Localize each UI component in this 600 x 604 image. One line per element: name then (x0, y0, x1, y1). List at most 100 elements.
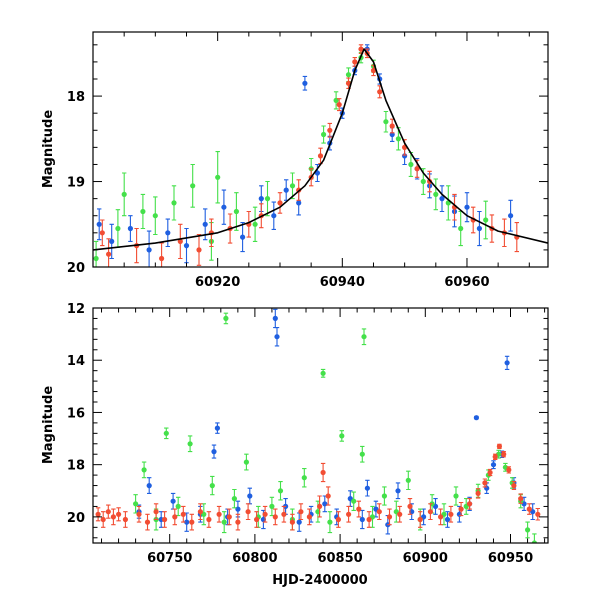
top-green-point (252, 221, 258, 227)
top-green-point (93, 255, 99, 262)
top-red-point (377, 89, 383, 95)
bottom-red-point (189, 519, 195, 525)
top-green-point (395, 136, 401, 142)
bottom-green-point (277, 488, 284, 494)
bottom-blue-point (211, 449, 217, 455)
top-y-tick-label: 20 (67, 261, 85, 276)
top-green-point (233, 208, 239, 215)
top-green-point (140, 208, 146, 215)
bottom-red-point (116, 511, 122, 517)
bottom-red-point (496, 443, 502, 449)
bottom-red-point (366, 516, 372, 523)
bottom-blue-point (247, 493, 253, 499)
top-red-point (99, 230, 105, 236)
top-series-blue (96, 44, 514, 267)
top-panel-frame (92, 31, 549, 268)
bottom-red-point (475, 490, 481, 496)
bottom-red-point (417, 516, 423, 523)
bottom-blue-point (214, 425, 220, 431)
bottom-blue-point (444, 516, 451, 523)
bottom-red-point (172, 514, 178, 520)
top-blue-point (464, 204, 470, 210)
bottom-panel-xlabel: HJD-2400000 (272, 573, 367, 588)
bottom-blue-point (504, 360, 510, 366)
bottom-red-point (535, 511, 541, 517)
bottom-red-point (376, 509, 382, 515)
bottom-green-point (359, 451, 365, 457)
top-panel-data (93, 44, 548, 267)
top-x-tick-label: 60960 (444, 275, 489, 290)
bottom-blue-point (146, 483, 152, 489)
bottom-red-point (501, 451, 507, 457)
bottom-red-point (95, 511, 101, 517)
bottom-red-point (346, 511, 352, 517)
top-green-point (152, 213, 158, 219)
bottom-red-point (216, 511, 222, 517)
bottom-red-point (100, 516, 106, 523)
top-red-point (345, 80, 352, 86)
bottom-green-point (221, 519, 227, 525)
top-red-point (106, 251, 112, 257)
bottom-red-point (492, 454, 498, 460)
bottom-green-point (381, 493, 387, 499)
top-panel-ylabel: Magnitude (41, 110, 56, 189)
top-green-point (483, 217, 489, 223)
top-green-point (408, 161, 414, 168)
bottom-y-tick-label: 20 (67, 511, 85, 526)
top-y-tick-label: 19 (67, 176, 85, 191)
bottom-red-point (289, 519, 295, 525)
top-red-point (370, 67, 377, 74)
top-red-point (177, 238, 183, 244)
bottom-red-point (335, 516, 341, 523)
top-red-point (196, 247, 202, 253)
bottom-green-point (525, 527, 531, 533)
bottom-red-point (458, 506, 464, 512)
top-blue-point (271, 213, 277, 219)
top-blue-point (258, 196, 264, 202)
top-series-red (99, 44, 520, 267)
top-green-point (190, 183, 196, 189)
top-blue-point (127, 225, 133, 232)
top-series-green (93, 51, 489, 267)
top-green-point (215, 174, 221, 180)
bottom-red-point (298, 509, 304, 515)
bottom-green-point (163, 430, 169, 436)
bottom-red-point (427, 509, 433, 515)
bottom-red-point (511, 483, 517, 489)
bottom-green-point (351, 498, 357, 504)
bottom-x-tick-label: 60850 (317, 551, 362, 566)
top-model-curve (93, 48, 548, 251)
bottom-y-tick-label: 18 (67, 459, 85, 474)
top-blue-point (439, 196, 445, 202)
bottom-x-tick-label: 60950 (488, 551, 533, 566)
bottom-green-point (269, 503, 275, 509)
bottom-blue-point (490, 462, 497, 468)
bottom-red-point (262, 511, 268, 517)
top-red-point (414, 166, 420, 172)
bottom-green-point (223, 315, 229, 321)
top-green-point (420, 178, 426, 185)
bottom-x-tick-label: 60800 (232, 551, 277, 566)
bottom-blue-point (473, 415, 479, 421)
bottom-blue-point (359, 516, 365, 523)
bottom-red-point (306, 514, 312, 520)
bottom-green-point (175, 503, 181, 509)
bottom-red-point (180, 511, 186, 517)
top-green-point (121, 191, 127, 197)
bottom-green-point (327, 519, 333, 525)
bottom-red-point (526, 506, 532, 512)
bottom-red-point (386, 514, 393, 520)
bottom-red-point (281, 511, 287, 517)
bottom-green-point (231, 496, 237, 502)
top-red-point (336, 102, 342, 108)
top-blue-point (109, 238, 115, 244)
bottom-green-errorbar (532, 533, 537, 543)
bottom-red-point (122, 516, 128, 523)
bottom-red-point (136, 511, 142, 517)
bottom-blue-point (395, 488, 401, 494)
bottom-green-point (339, 433, 345, 439)
bottom-green-point (320, 370, 326, 376)
top-red-point (358, 46, 364, 52)
